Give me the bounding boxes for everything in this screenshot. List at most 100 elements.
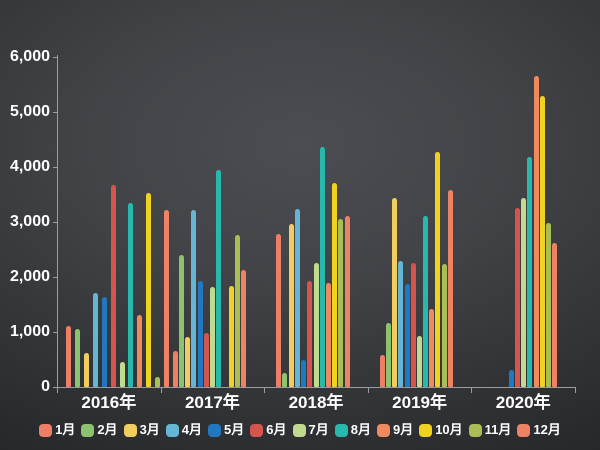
- legend: 1月 2月 3月 4月 5月 6月 7月 8月 9月 10月 11月 12月: [0, 423, 600, 437]
- bar-2019年-10月: [435, 152, 441, 387]
- bar-2016年-12月: [164, 210, 170, 387]
- x-tick: [57, 388, 58, 393]
- bar-2019年-8月: [423, 216, 429, 387]
- legend-item-8月[interactable]: 8月: [334, 422, 371, 437]
- bar-2016年-3月: [83, 353, 89, 387]
- bar-2016年-4月: [92, 293, 98, 387]
- bar-2017年-1月: [172, 351, 178, 387]
- legend-swatch-2月: [81, 423, 95, 437]
- legend-swatch-3月: [123, 423, 137, 437]
- bar-2018年-8月: [319, 147, 325, 387]
- bar-2020年-9月: [533, 76, 539, 387]
- bar-2017年-7月: [210, 287, 215, 387]
- x-tick: [575, 388, 576, 393]
- bar-2018年-2月: [282, 373, 288, 387]
- bar-2019年-1月: [379, 355, 385, 387]
- legend-label: 6月: [266, 422, 287, 437]
- x-tick-label: 2016年: [81, 393, 137, 412]
- x-axis-line: [57, 387, 576, 388]
- legend-label: 12月: [533, 422, 561, 437]
- bar-2016年-11月: [155, 377, 161, 387]
- legend-item-7月[interactable]: 7月: [292, 422, 329, 437]
- legend-swatch-11月: [468, 423, 482, 437]
- bar-2019年-4月: [398, 261, 404, 387]
- y-tick-label: 3,000: [9, 213, 50, 230]
- legend-swatch-8月: [334, 423, 348, 437]
- bar-2019年-3月: [392, 198, 398, 387]
- bar-2020年-7月: [521, 198, 527, 387]
- legend-swatch-1月: [39, 423, 53, 437]
- bar-2017年-3月: [185, 337, 190, 387]
- bar-2016年-7月: [119, 362, 125, 387]
- bar-2020年-10月: [539, 96, 545, 387]
- legend-item-12月[interactable]: 12月: [517, 422, 561, 437]
- legend-item-4月[interactable]: 4月: [165, 423, 202, 437]
- legend-item-2月[interactable]: 2月: [81, 422, 118, 437]
- bar-2019年-7月: [416, 336, 422, 387]
- bar-2019年-12月: [447, 190, 453, 387]
- y-tick-label: 6,000: [9, 48, 50, 65]
- y-tick: [53, 277, 57, 278]
- bar-2018年-12月: [344, 216, 350, 387]
- legend-swatch-5月: [208, 423, 222, 437]
- bar-2019年-5月: [404, 284, 410, 387]
- legend-label: 9月: [392, 422, 414, 437]
- legend-label: 7月: [308, 422, 329, 437]
- legend-item-1月[interactable]: 1月: [39, 423, 75, 437]
- bar-2018年-9月: [325, 283, 331, 387]
- bar-2017年-12月: [241, 270, 247, 387]
- legend-item-11月[interactable]: 11月: [468, 423, 511, 437]
- bar-2017年-2月: [178, 255, 184, 387]
- legend-item-9月[interactable]: 9月: [376, 422, 414, 437]
- y-tick-label: 2,000: [9, 268, 50, 285]
- bar-2020年-6月: [515, 208, 521, 387]
- bar-2016年-5月: [101, 297, 107, 387]
- bar-2017年-5月: [197, 281, 203, 387]
- legend-label: 8月: [350, 422, 371, 437]
- bar-2016年-6月: [110, 185, 116, 387]
- legend-swatch-6月: [250, 423, 264, 437]
- x-tick: [367, 388, 369, 393]
- bar-2018年-4月: [294, 209, 300, 387]
- x-tick: [471, 388, 473, 393]
- x-tick: [264, 388, 266, 393]
- legend-label: 10月: [435, 422, 463, 437]
- bar-2016年-9月: [137, 315, 143, 387]
- bar-2019年-11月: [441, 264, 447, 387]
- bar-2020年-11月: [545, 223, 551, 387]
- bar-2017年-4月: [191, 210, 197, 387]
- legend-swatch-10月: [419, 423, 433, 437]
- y-tick-label: 1,000: [9, 323, 50, 340]
- bar-2018年-3月: [288, 224, 294, 387]
- bar-2016年-8月: [128, 203, 134, 387]
- legend-label: 5月: [224, 422, 245, 437]
- bar-2017年-6月: [203, 333, 209, 387]
- y-tick: [53, 167, 57, 168]
- legend-label: 2月: [97, 422, 118, 437]
- bar-2018年-7月: [313, 263, 319, 387]
- legend-swatch-4月: [165, 423, 179, 437]
- bar-2019年-2月: [386, 323, 391, 387]
- legend-item-3月[interactable]: 3月: [123, 423, 160, 437]
- x-tick-label: 2019年: [392, 393, 447, 412]
- legend-swatch-12月: [517, 423, 531, 437]
- y-tick-label: 4,000: [9, 158, 50, 175]
- x-tick-label: 2017年: [184, 393, 240, 412]
- legend-item-5月[interactable]: 5月: [208, 423, 244, 437]
- y-tick: [53, 332, 57, 333]
- x-tick-label: 2020年: [495, 393, 551, 412]
- bar-2018年-11月: [338, 219, 344, 387]
- bar-2019年-9月: [429, 309, 435, 387]
- y-tick: [53, 222, 57, 223]
- y-tick-label: 0: [41, 378, 50, 395]
- x-tick: [160, 388, 162, 393]
- y-tick: [53, 387, 57, 388]
- legend-item-6月[interactable]: 6月: [250, 422, 287, 437]
- bar-2017年-10月: [228, 286, 234, 387]
- bar-2020年-5月: [509, 370, 515, 387]
- bar-2018年-10月: [332, 183, 338, 387]
- legend-item-10月[interactable]: 10月: [419, 422, 463, 437]
- bar-2017年-8月: [216, 170, 222, 387]
- legend-swatch-7月: [292, 423, 306, 437]
